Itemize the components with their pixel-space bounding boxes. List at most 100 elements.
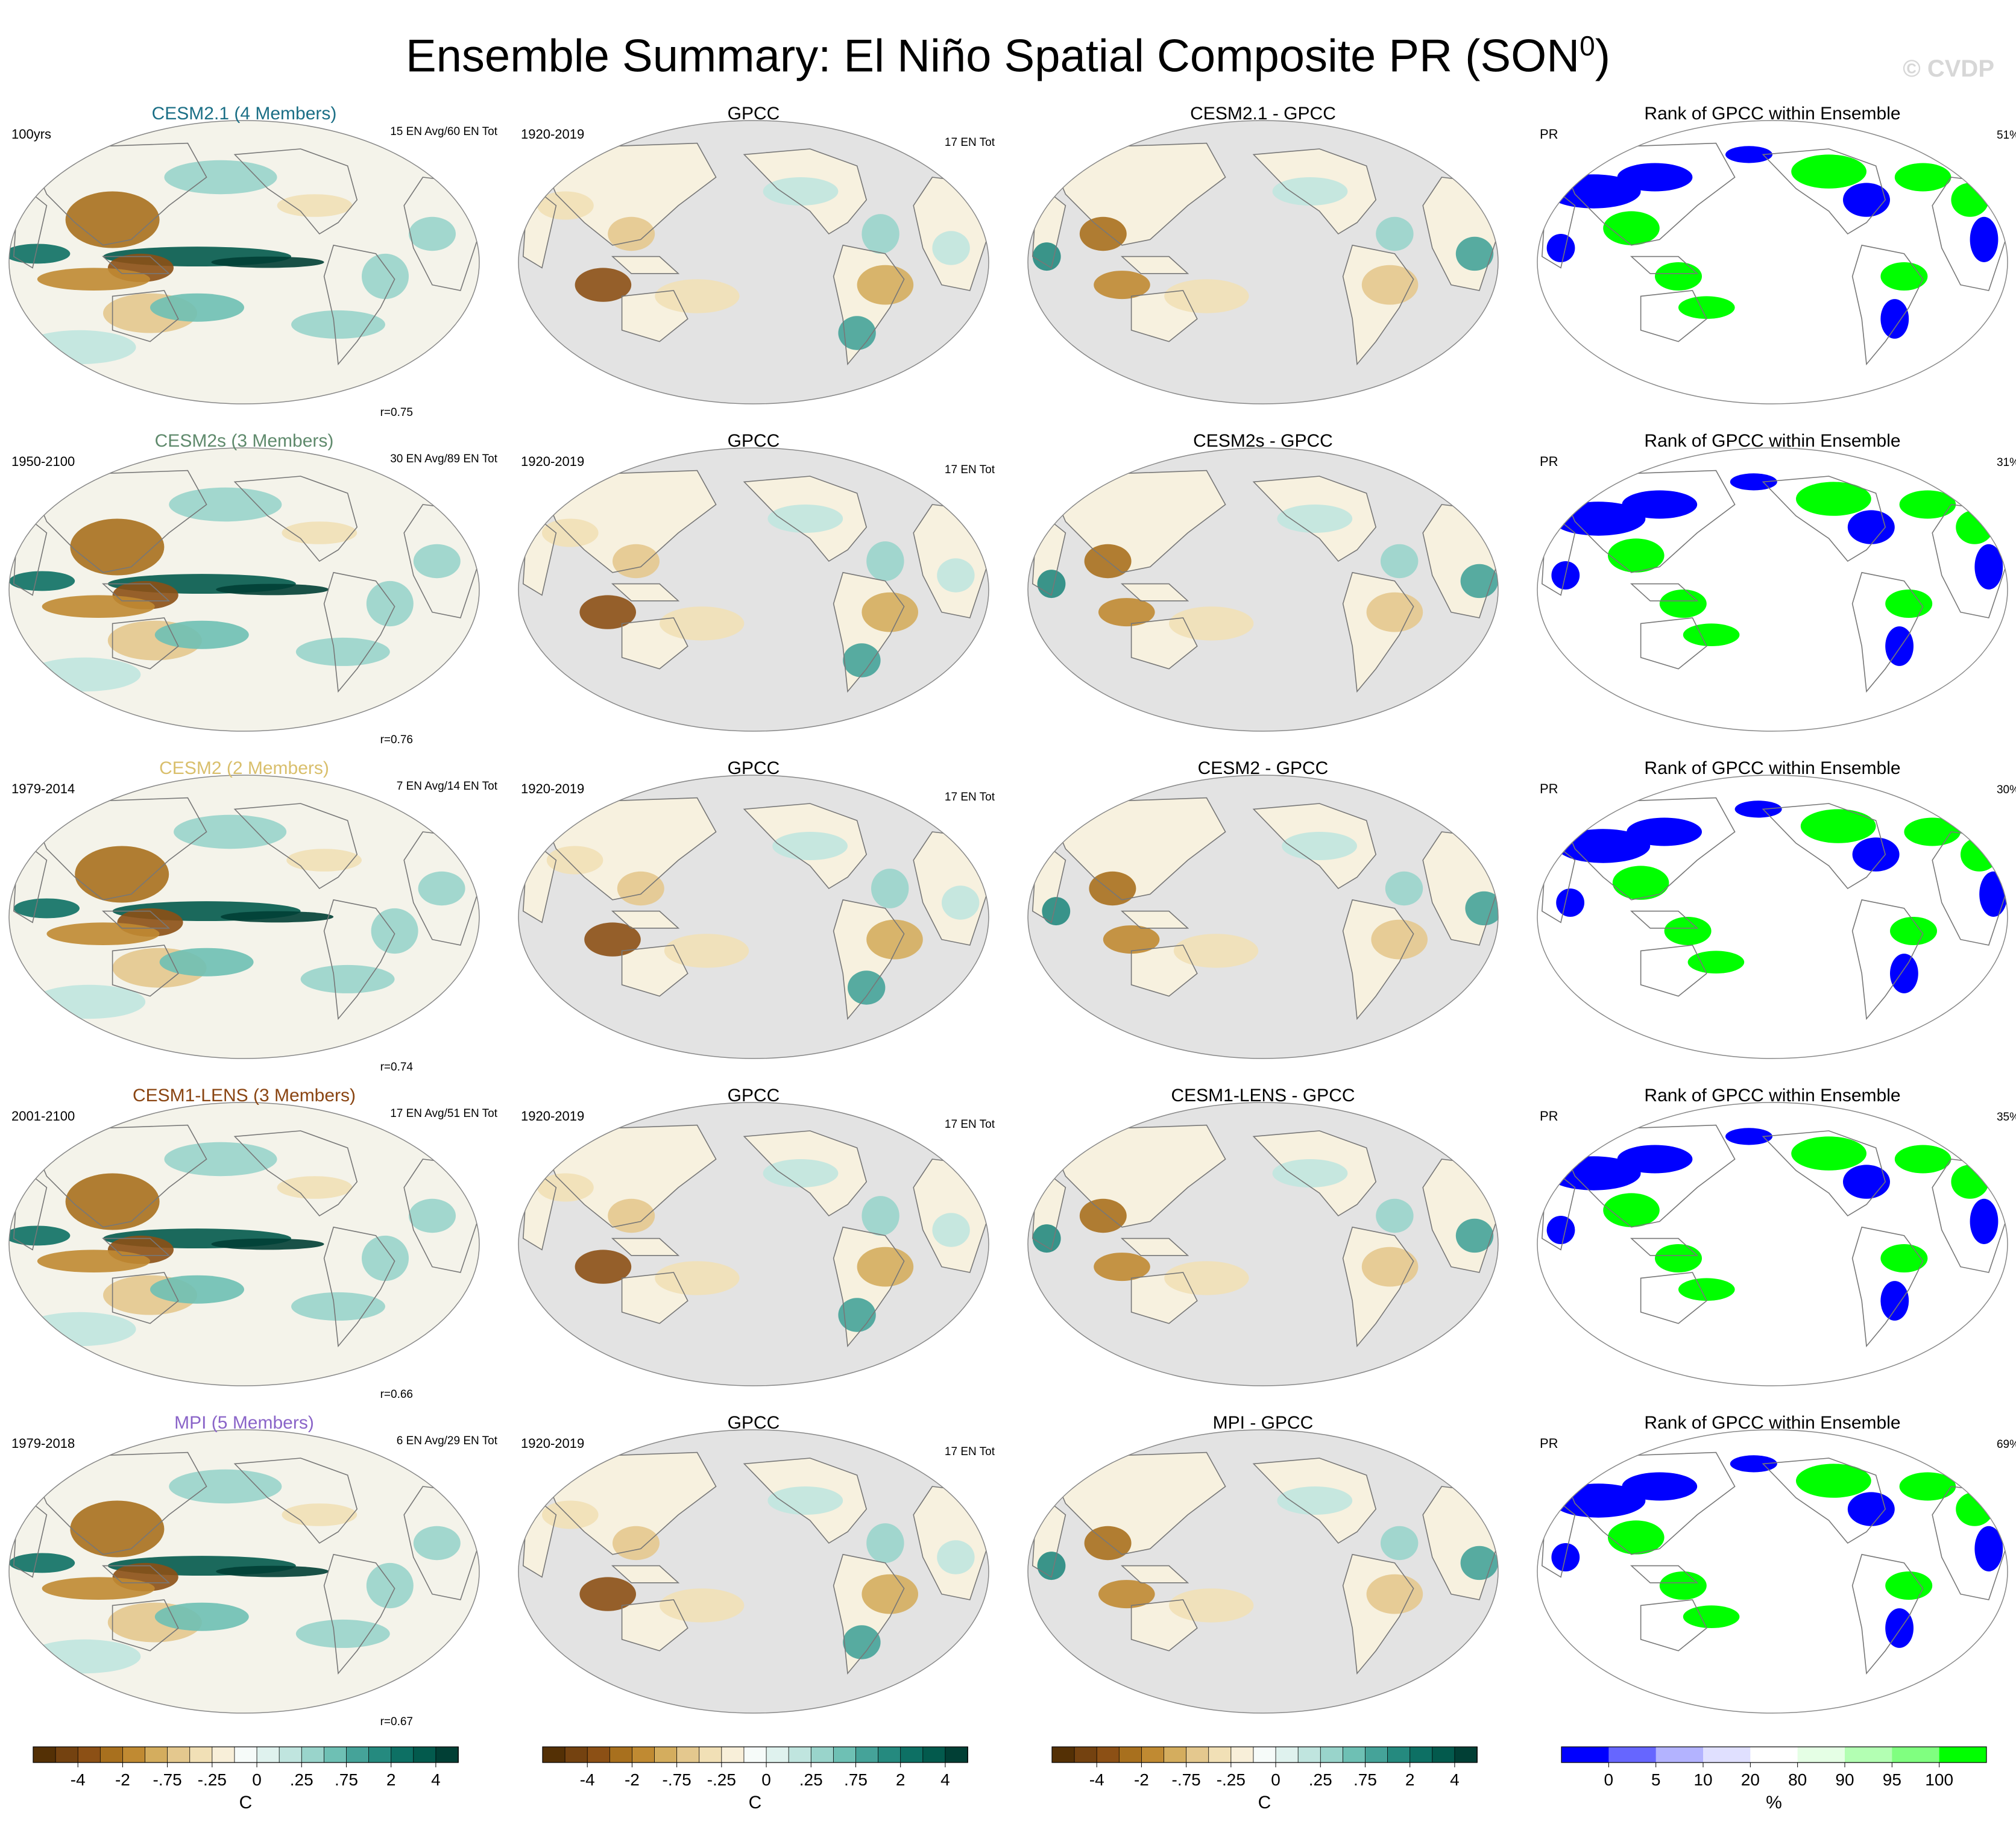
data-field-patch bbox=[1843, 183, 1890, 217]
data-field-patch bbox=[1169, 606, 1254, 641]
coastline bbox=[1032, 836, 1066, 923]
data-field-patch bbox=[1361, 265, 1419, 305]
coastline bbox=[1252, 1130, 1377, 1217]
model-period: 100yrs bbox=[11, 127, 51, 142]
colorbar-tick-label: .75 bbox=[844, 1770, 868, 1789]
map-fill-layer bbox=[1537, 1102, 2008, 1386]
map-panel-obs-4 bbox=[518, 1102, 989, 1386]
coastline bbox=[1046, 1451, 1226, 1555]
map-border bbox=[518, 447, 989, 732]
data-field-patch bbox=[1371, 919, 1428, 960]
data-field-patch bbox=[159, 948, 254, 976]
coastline bbox=[537, 470, 717, 573]
data-field-patch bbox=[1173, 934, 1259, 968]
data-field-patch bbox=[579, 1577, 636, 1611]
data-field-patch bbox=[1608, 1520, 1665, 1555]
data-field-patch bbox=[772, 832, 848, 860]
coastline bbox=[1032, 1163, 1066, 1251]
data-field-patch bbox=[1725, 1128, 1772, 1145]
coastline bbox=[522, 181, 557, 269]
map-panel-diff-5 bbox=[1027, 1429, 1499, 1714]
data-field-patch bbox=[937, 1540, 975, 1574]
data-field-patch bbox=[1659, 590, 1707, 618]
coastline bbox=[537, 797, 717, 901]
data-field-patch bbox=[1617, 1145, 1693, 1174]
coastline bbox=[1120, 1237, 1189, 1256]
data-field-patch bbox=[164, 1142, 277, 1177]
data-field-patch bbox=[1885, 1571, 1933, 1600]
rank-title: Rank of GPCC within Ensemble bbox=[1644, 1086, 1900, 1105]
coastline bbox=[833, 244, 905, 366]
data-field-patch bbox=[542, 518, 599, 547]
coastline bbox=[101, 1237, 171, 1256]
data-field-patch bbox=[211, 256, 324, 268]
model-en-count: 15 EN Avg/60 EN Tot bbox=[390, 125, 498, 138]
coastline bbox=[1640, 617, 1707, 670]
coastline bbox=[101, 1565, 171, 1583]
colorbar-swatch bbox=[1096, 1746, 1120, 1763]
data-field-patch bbox=[1734, 800, 1782, 818]
data-field-patch bbox=[1791, 1136, 1867, 1171]
colorbar-tick-label: 2 bbox=[896, 1770, 906, 1789]
colorbar-tick-label: 0 bbox=[1271, 1770, 1280, 1789]
data-field-patch bbox=[1455, 1218, 1494, 1253]
colorbar-frame bbox=[542, 1746, 968, 1763]
rank-title: Rank of GPCC within Ensemble bbox=[1644, 758, 1900, 778]
data-field-patch bbox=[542, 1500, 599, 1529]
coastline bbox=[537, 1451, 717, 1555]
obs-en-count: 17 EN Tot bbox=[945, 1118, 995, 1131]
data-field-patch bbox=[1282, 832, 1358, 860]
colorbar-tick-label: 4 bbox=[1450, 1770, 1460, 1789]
coastline bbox=[233, 1458, 358, 1544]
data-field-patch bbox=[291, 310, 385, 339]
rank-variable: PR bbox=[1540, 781, 1558, 796]
map-panel-model-3 bbox=[8, 775, 480, 1059]
colorbar-swatch bbox=[391, 1746, 414, 1763]
map-fill-layer bbox=[9, 1102, 479, 1386]
colorbar-swatch bbox=[346, 1746, 370, 1763]
data-field-patch bbox=[1899, 490, 1956, 519]
data-field-patch bbox=[371, 908, 418, 954]
colorbar-tick-label: 4 bbox=[431, 1770, 441, 1789]
map-panel-obs-1 bbox=[518, 120, 989, 404]
colorbar-tick-label: -4 bbox=[1089, 1770, 1104, 1789]
data-field-patch bbox=[1899, 1472, 1956, 1501]
coastline bbox=[27, 470, 207, 573]
coastline bbox=[833, 1226, 905, 1348]
data-field-patch bbox=[1366, 1574, 1423, 1614]
colorbar-swatch bbox=[743, 1746, 767, 1763]
map-panel-diff-3 bbox=[1027, 775, 1499, 1059]
data-field-patch bbox=[763, 1159, 839, 1187]
data-field-patch bbox=[1277, 505, 1353, 533]
coastline bbox=[1130, 617, 1198, 670]
data-field-patch bbox=[1094, 1253, 1150, 1282]
map-panel-diff-4 bbox=[1027, 1102, 1499, 1386]
land-mass bbox=[613, 256, 679, 274]
map-fill-layer bbox=[518, 448, 989, 731]
coastline bbox=[1630, 583, 1699, 602]
data-field-patch bbox=[1277, 1486, 1353, 1515]
coastline bbox=[112, 945, 179, 997]
data-field-patch bbox=[1796, 1464, 1871, 1498]
map-panel-rank-3 bbox=[1537, 775, 2008, 1059]
coastline bbox=[112, 290, 179, 342]
colorbar-swatch bbox=[1797, 1747, 1845, 1763]
coastline bbox=[1342, 244, 1414, 366]
map-background bbox=[1537, 775, 2008, 1058]
data-field-patch bbox=[1659, 1571, 1707, 1600]
data-field-patch bbox=[1956, 510, 1994, 544]
model-title: MPI (5 Members) bbox=[174, 1413, 314, 1433]
coastline bbox=[621, 1272, 688, 1324]
data-field-patch bbox=[1970, 1198, 1999, 1244]
coastline bbox=[522, 836, 557, 923]
model-title: CESM1-LENS (3 Members) bbox=[133, 1086, 356, 1105]
colorbar-tick-label: -2 bbox=[1134, 1770, 1149, 1789]
data-field-patch bbox=[366, 580, 414, 627]
coastline bbox=[1555, 797, 1736, 901]
coastline bbox=[621, 617, 688, 670]
data-field-patch bbox=[1890, 917, 1937, 945]
land-mass bbox=[613, 911, 679, 928]
colorbar-swatch bbox=[301, 1746, 325, 1763]
coastline bbox=[1252, 803, 1377, 890]
